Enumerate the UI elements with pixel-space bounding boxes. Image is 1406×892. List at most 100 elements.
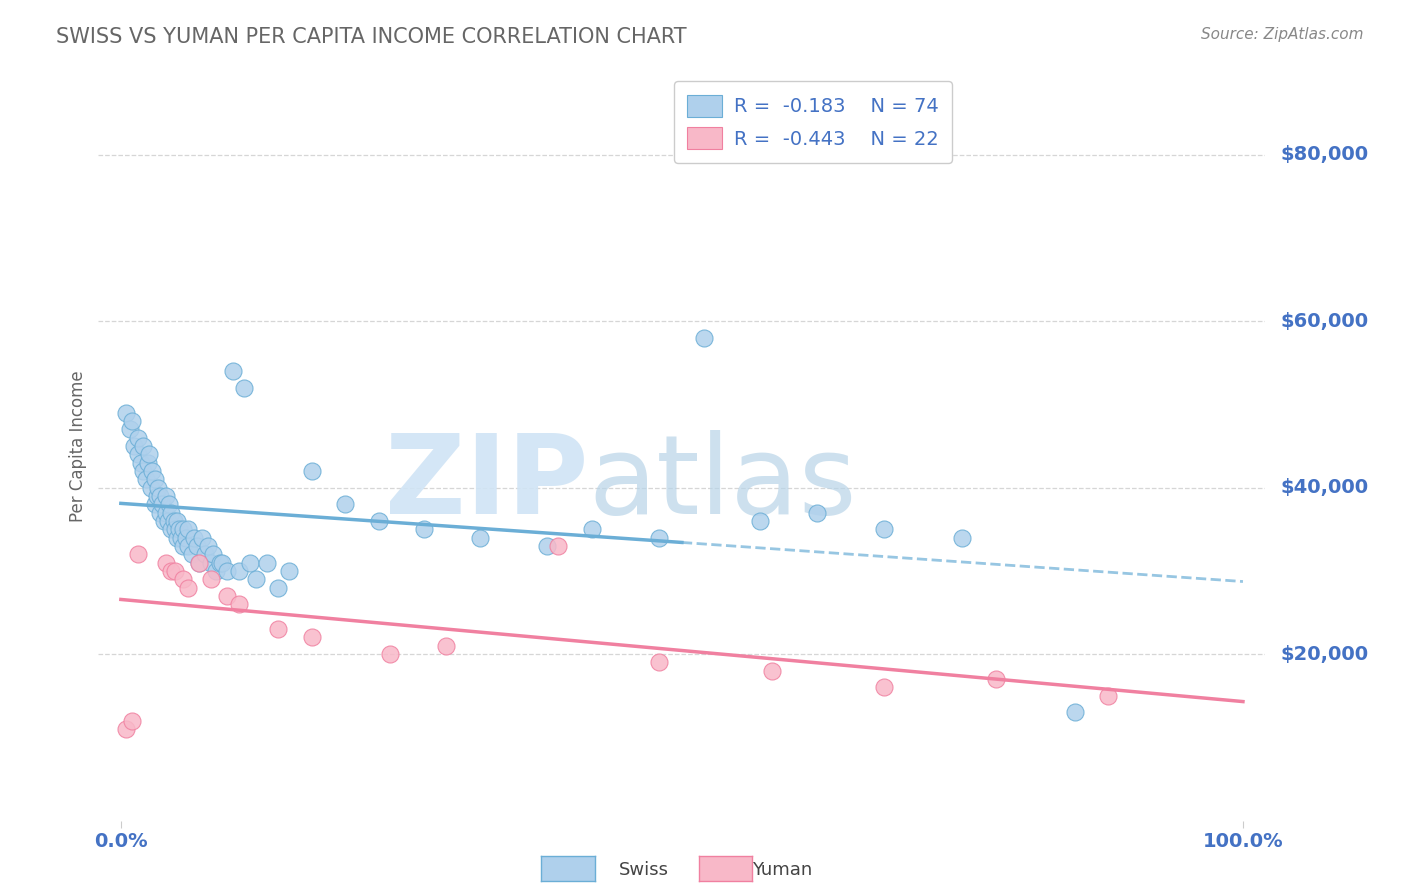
Point (434, 639, 457, 653)
Point (115, 722, 138, 736)
Point (536, 539, 558, 553)
Point (278, 564, 301, 578)
Point (143, 472, 166, 486)
Point (150, 497, 173, 511)
Point (873, 681, 896, 695)
Point (368, 514, 391, 528)
Point (806, 506, 828, 520)
Point (984, 672, 1007, 686)
Text: $60,000: $60,000 (1281, 311, 1368, 331)
Point (177, 522, 200, 536)
Point (197, 539, 219, 553)
Point (160, 522, 183, 536)
Point (267, 581, 290, 595)
Point (129, 456, 152, 470)
Point (183, 531, 205, 545)
Point (166, 531, 188, 545)
Point (301, 631, 323, 645)
Point (190, 531, 212, 545)
Text: $80,000: $80,000 (1281, 145, 1368, 164)
Point (378, 647, 402, 661)
Point (245, 572, 267, 586)
Point (155, 556, 177, 570)
Point (267, 622, 290, 636)
Text: Yuman: Yuman (752, 861, 813, 879)
Point (163, 564, 186, 578)
Point (648, 531, 671, 545)
Point (160, 564, 183, 578)
Point (138, 447, 160, 461)
Point (200, 572, 222, 586)
Point (228, 564, 250, 578)
Point (143, 497, 166, 511)
Point (156, 514, 179, 528)
Point (152, 514, 174, 528)
Point (301, 464, 323, 478)
Point (335, 497, 357, 511)
Text: ZIP: ZIP (385, 430, 589, 537)
Point (121, 714, 143, 728)
Point (174, 531, 197, 545)
Point (188, 556, 211, 570)
Text: atlas: atlas (589, 430, 858, 537)
Point (127, 447, 149, 461)
Point (1063, 706, 1085, 720)
Point (136, 456, 159, 470)
Point (166, 514, 188, 528)
Point (172, 572, 194, 586)
Point (170, 531, 193, 545)
Point (222, 364, 245, 378)
Point (146, 489, 169, 503)
Point (172, 539, 194, 553)
Point (160, 506, 183, 520)
Point (155, 489, 177, 503)
Point (127, 547, 149, 561)
Point (547, 539, 569, 553)
Point (177, 581, 200, 595)
Point (172, 522, 194, 536)
Point (208, 556, 231, 570)
Legend: R =  -0.183    N = 74, R =  -0.443    N = 22: R = -0.183 N = 74, R = -0.443 N = 22 (673, 81, 952, 163)
Point (693, 331, 716, 345)
Point (162, 514, 184, 528)
Point (952, 531, 974, 545)
Point (157, 497, 180, 511)
Point (127, 431, 149, 445)
Text: SWISS VS YUMAN PER CAPITA INCOME CORRELATION CHART: SWISS VS YUMAN PER CAPITA INCOME CORRELA… (56, 27, 688, 46)
Point (233, 381, 256, 395)
Point (761, 664, 783, 678)
Point (118, 422, 141, 436)
Point (124, 439, 146, 453)
Text: Swiss: Swiss (619, 861, 669, 879)
Point (468, 531, 491, 545)
Point (155, 506, 177, 520)
Point (201, 547, 224, 561)
Point (167, 522, 190, 536)
Point (188, 556, 211, 570)
Text: Source: ZipAtlas.com: Source: ZipAtlas.com (1201, 27, 1364, 42)
Point (115, 406, 138, 420)
Point (121, 414, 143, 428)
Point (1097, 689, 1119, 703)
Point (180, 547, 202, 561)
Point (135, 472, 157, 486)
Point (256, 556, 278, 570)
Point (132, 439, 155, 453)
Point (163, 522, 186, 536)
Point (186, 539, 208, 553)
Point (177, 539, 200, 553)
Point (149, 506, 172, 520)
Point (648, 656, 671, 670)
Point (194, 547, 217, 561)
Point (132, 464, 155, 478)
Point (211, 556, 233, 570)
Point (581, 522, 603, 536)
Point (228, 597, 250, 611)
Point (217, 589, 239, 603)
Point (205, 564, 228, 578)
Y-axis label: Per Capita Income: Per Capita Income (69, 370, 87, 522)
Point (217, 564, 239, 578)
Point (146, 481, 169, 495)
Point (873, 522, 896, 536)
Text: $40,000: $40,000 (1281, 478, 1368, 497)
